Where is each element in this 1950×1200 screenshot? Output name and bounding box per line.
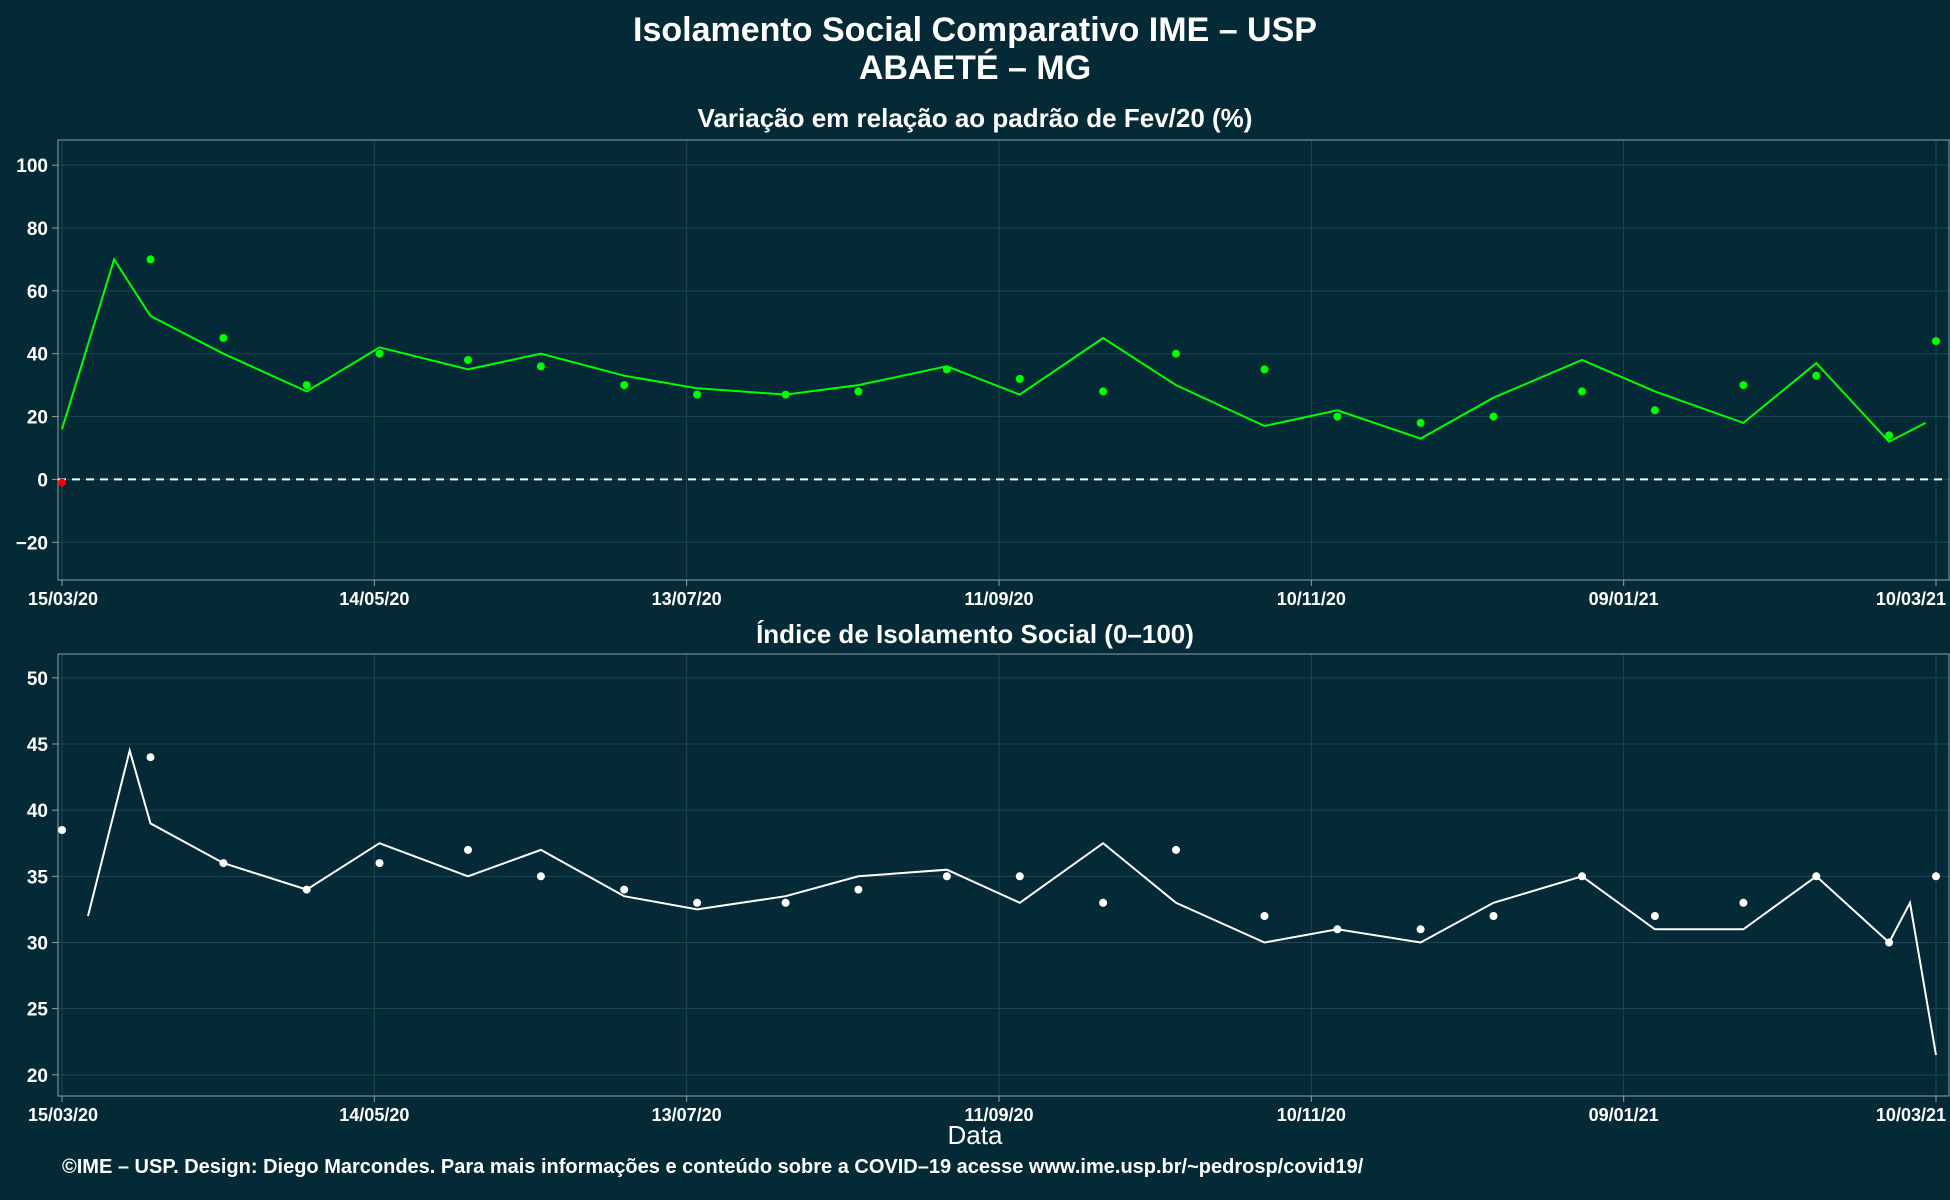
panel2-point-4	[375, 859, 384, 868]
panel1-moving-average-line	[61, 257, 1927, 443]
panel2-ytick-label-6: 50	[27, 669, 48, 690]
footer-credit: ©IME – USP. Design: Diego Marcondes. Par…	[62, 1156, 1364, 1178]
panel1-ytick-label-4: 60	[27, 282, 48, 303]
panel1-point-20	[1650, 406, 1659, 415]
panel1-point-16	[1333, 412, 1342, 421]
panel1-point-24	[1932, 337, 1940, 346]
panel1-point-10	[854, 387, 863, 396]
panel2-point-6	[536, 872, 545, 881]
panel1-point-12	[1015, 374, 1024, 383]
panel1-ytick-label-1: 0	[37, 470, 48, 491]
panel1-xtick-label-1: 14/05/20	[339, 589, 409, 609]
panel1-point-3	[302, 381, 311, 390]
panel1-ytick-label-6: 100	[16, 156, 48, 177]
panel1-point-22	[1812, 371, 1821, 380]
panel1-frame	[57, 139, 1950, 581]
panel2-xtick-label-4: 10/11/20	[1277, 1105, 1346, 1125]
panel2-point-14	[1172, 845, 1180, 854]
panel1-xtick-label-4: 10/11/20	[1277, 589, 1346, 609]
panel2-ytick-label-2: 30	[27, 933, 48, 954]
panel2-xtick-label-2: 13/07/20	[652, 1105, 722, 1125]
panel1-point-2	[219, 334, 228, 342]
panel2-xtick-label-5: 09/01/21	[1589, 1105, 1659, 1125]
chart-subtitle: ABAETÉ – MG	[858, 49, 1092, 87]
panel2-point-11	[942, 872, 951, 881]
panel2-point-7	[620, 885, 629, 894]
panel1-point-15	[1260, 365, 1269, 374]
panel1-xtick-label-2: 13/07/20	[652, 589, 722, 609]
panel2-point-0	[58, 826, 66, 834]
panel1-point-6	[536, 362, 545, 371]
chart-title: Isolamento Social Comparativo IME – USP	[633, 11, 1317, 49]
panel2-ytick-label-1: 25	[27, 1000, 49, 1021]
panel1-title: Variação em relação ao padrão de Fev/20 …	[697, 103, 1253, 133]
panel1-variation-chart: −20 0 20 40 60 80 100 15/03/20 14/05/20 13/07/20 1…	[16, 139, 1950, 609]
panel2-ytick-label-3: 35	[27, 867, 49, 888]
panel2-point-13	[1099, 898, 1108, 907]
panel1-point-19	[1578, 387, 1586, 396]
panel2-ytick-label-5: 45	[27, 735, 49, 756]
panel1-xtick-label-3: 11/09/20	[964, 589, 1033, 609]
panel1-point-14	[1172, 349, 1180, 358]
panel2-point-9	[781, 898, 790, 907]
panel1-point-5	[464, 356, 472, 364]
x-axis-label: Data	[947, 1120, 1003, 1150]
panel1-point-4	[375, 349, 384, 358]
panel1-point-7	[620, 381, 629, 390]
panel1-ytick-label-5: 80	[27, 219, 48, 240]
panel1-ytick-label-3: 40	[27, 345, 48, 366]
panel2-index-chart: 20 25 30 35 40 45 50 15/03/20 14/05/20 13/07/20 11…	[27, 653, 1950, 1125]
panel1-point-13	[1099, 387, 1108, 396]
panel2-xtick-label-3: 11/09/20	[964, 1105, 1033, 1125]
panel1-ytick-label-0: −20	[16, 533, 48, 554]
panel2-point-20	[1650, 912, 1659, 920]
panel2-moving-average-line	[87, 746, 1937, 1056]
panel2-ytick-label-0: 20	[27, 1066, 48, 1087]
panel2-point-18	[1489, 912, 1498, 920]
panel2-point-8	[693, 898, 702, 907]
panel1-point-18	[1489, 412, 1498, 421]
panel1-xtick-label-5: 09/01/21	[1589, 589, 1659, 609]
panel2-point-15	[1260, 912, 1269, 920]
panel1-point-1	[146, 255, 155, 264]
panel2-title: Índice de Isolamento Social (0–100)	[756, 619, 1194, 649]
panel1-point-0	[58, 478, 66, 487]
panel1-point-21	[1739, 381, 1748, 390]
panel2-xtick-label-6: 10/03/21	[1876, 1105, 1946, 1125]
panel2-point-24	[1932, 872, 1940, 881]
panel2-frame	[57, 653, 1950, 1097]
panel1-ytick-label-2: 20	[27, 408, 48, 429]
panel2-point-1	[146, 753, 155, 762]
panel2-xtick-label-1: 14/05/20	[339, 1105, 409, 1125]
panel2-point-10	[854, 885, 863, 894]
panel2-point-12	[1015, 872, 1024, 881]
panel2-point-21	[1739, 898, 1748, 907]
panel1-point-17	[1416, 418, 1425, 427]
panel1-point-23	[1885, 431, 1894, 440]
panel2-point-17	[1416, 925, 1425, 934]
panel1-xtick-label-6: 10/03/21	[1876, 589, 1946, 609]
panel2-xtick-label-0: 15/03/20	[28, 1105, 98, 1125]
panel1-point-8	[693, 390, 702, 399]
panel1-xtick-label-0: 15/03/20	[28, 589, 98, 609]
panel2-point-5	[464, 845, 472, 854]
panel2-ytick-label-4: 40	[27, 801, 48, 822]
